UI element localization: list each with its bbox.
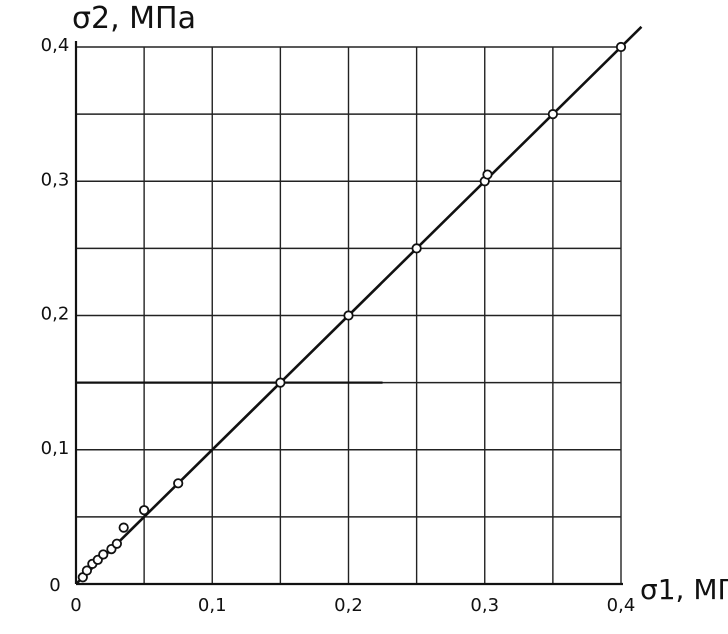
- fit-line: [75, 25, 643, 585]
- point-layer: [77, 41, 627, 583]
- data-point: [139, 505, 150, 516]
- data-point: [482, 169, 493, 180]
- data-point: [615, 41, 627, 53]
- y-tick-label: 0,3: [41, 169, 70, 190]
- x-tick-label: 0,4: [607, 595, 636, 616]
- y-axis-label: σ2, МПа: [72, 1, 196, 36]
- y-tick-label: 0,1: [41, 438, 70, 459]
- line-layer: [75, 25, 643, 585]
- data-point: [411, 243, 422, 254]
- origin-y-label: 0: [49, 575, 60, 596]
- data-point: [173, 478, 184, 489]
- x-tick-label: 0,3: [470, 595, 499, 616]
- axis-layer: [74, 41, 623, 586]
- x-tick-label: 0,1: [198, 595, 227, 616]
- y-tick-label: 0,4: [41, 35, 70, 56]
- data-point: [275, 377, 286, 388]
- origin-x-label: 0: [70, 595, 81, 616]
- y-tick-label: 0,2: [41, 304, 70, 325]
- data-point: [343, 310, 354, 321]
- data-point: [111, 538, 122, 549]
- data-point: [118, 522, 129, 533]
- x-tick-label: 0,2: [334, 595, 363, 616]
- data-point: [547, 109, 558, 120]
- data-point: [98, 549, 109, 560]
- x-axis-label: σ1, МПа: [640, 573, 728, 606]
- data-point: [81, 565, 93, 576]
